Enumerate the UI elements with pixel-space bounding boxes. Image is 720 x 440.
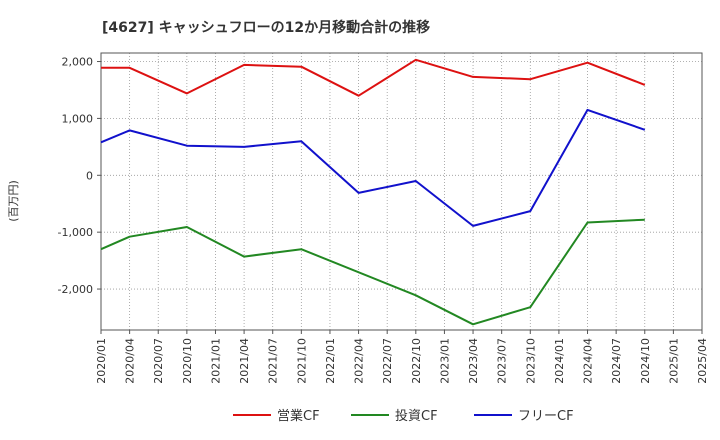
x-tick-label: 2021/07 xyxy=(267,338,280,384)
x-tick-label: 2023/04 xyxy=(467,338,480,384)
legend-label: フリーCF xyxy=(518,409,574,424)
x-tick-label: 2024/04 xyxy=(582,338,595,384)
x-tick-label: 2020/10 xyxy=(181,338,194,384)
plot-frame xyxy=(100,52,703,331)
series-line-2 xyxy=(100,218,645,326)
legend-label: 営業CF xyxy=(277,408,320,424)
chart-title: [4627] キャッシュフローの12か月移動合計の推移 xyxy=(102,19,430,36)
y-tick-label: 1,000 xyxy=(62,112,94,125)
x-tick-label: 2022/07 xyxy=(381,338,394,384)
y-tick-labels: 2,000 1,000 0 -1,000 -2,000 xyxy=(58,56,101,296)
x-tick-label: 2020/01 xyxy=(95,338,108,384)
grid xyxy=(101,53,702,330)
series-line-1 xyxy=(101,58,646,97)
x-tick-label: 2025/01 xyxy=(667,338,680,384)
x-tick-labels: 2020/01 2020/04 2020/07 2020/10 2021/01 2021/… xyxy=(95,330,709,384)
x-tick-label: 2020/04 xyxy=(124,338,137,384)
x-tick-label: 2024/07 xyxy=(610,338,623,384)
x-tick-label: 2022/01 xyxy=(324,338,337,384)
legend: 営業CF 投資CF フリーCF xyxy=(233,408,574,424)
x-tick-label: 2025/04 xyxy=(696,338,709,384)
y-tick-label: 0 xyxy=(86,169,93,182)
x-tick-label: 2023/01 xyxy=(438,338,451,384)
x-tick-label: 2021/10 xyxy=(295,338,308,384)
y-tick-label: -1,000 xyxy=(58,226,93,239)
x-tick-label: 2021/01 xyxy=(209,338,222,384)
series-line-3 xyxy=(100,108,646,227)
x-tick-label: 2021/04 xyxy=(238,338,251,384)
x-tick-label: 2024/01 xyxy=(553,338,566,384)
x-tick-label: 2023/10 xyxy=(524,338,537,384)
series-lines xyxy=(100,58,646,326)
x-tick-label: 2023/07 xyxy=(496,338,509,384)
y-tick-label: -2,000 xyxy=(58,283,93,296)
x-tick-label: 2020/07 xyxy=(152,338,165,384)
x-tick-label: 2022/10 xyxy=(410,338,423,384)
legend-label: 投資CF xyxy=(395,408,438,424)
x-tick-label: 2022/04 xyxy=(353,338,366,384)
y-tick-label: 2,000 xyxy=(62,56,94,69)
y-axis-label: (百万円) xyxy=(7,180,20,222)
x-tick-label: 2024/10 xyxy=(639,338,652,384)
